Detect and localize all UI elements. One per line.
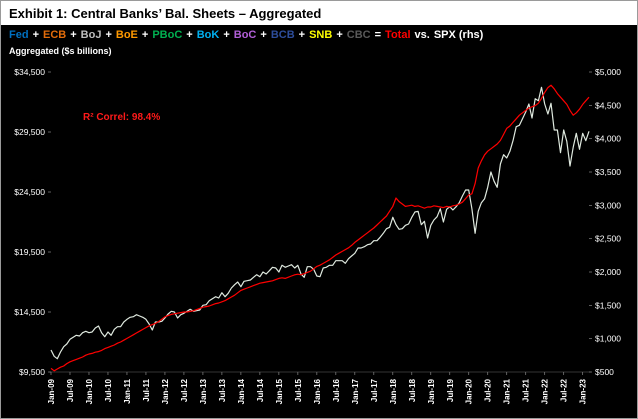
x-axis-tick-label: Jan-13 xyxy=(199,378,208,404)
x-axis-tick-label: Jul-17 xyxy=(370,378,379,402)
legend-item-vs: vs. xyxy=(414,29,430,41)
legend-item-boe: BoE xyxy=(115,29,138,41)
x-axis-tick-label: Jan-17 xyxy=(351,378,360,404)
legend: Fed + ECB + BoJ + BoE + PBoC + BoK + BoC + BCB + SNB + CBC… xyxy=(1,25,637,43)
right-axis-tick-label: $500 xyxy=(595,367,614,377)
left-axis-tick-label: $29,500 xyxy=(14,127,45,137)
series-line-spx xyxy=(50,86,590,360)
series-line-total xyxy=(50,84,590,372)
x-axis-tick-label: Jan-10 xyxy=(85,378,94,404)
x-axis-tick-label: Jan-11 xyxy=(123,378,132,403)
x-axis-tick-label: Jan-22 xyxy=(541,378,550,404)
legend-item-cbc: CBC xyxy=(346,29,371,41)
left-axis-tick-label: $9,500 xyxy=(19,367,45,377)
legend-item-plus-7: + xyxy=(260,29,267,41)
left-axis-tick-label: $24,500 xyxy=(14,187,45,197)
x-axis-tick-label: Jan-23 xyxy=(579,378,588,404)
legend-item-equals: = xyxy=(374,29,382,41)
x-axis-tick-label: Jan-09 xyxy=(47,378,56,404)
legend-item-boc: BoC xyxy=(233,29,257,41)
x-axis-tick-label: Jul-13 xyxy=(218,378,227,402)
x-axis-tick-label: Jul-12 xyxy=(180,378,189,402)
legend-item-plus-9: + xyxy=(336,29,343,41)
line-chart: $9,500 $14,500 $19,500 $24,500 $29,500 $34,50… xyxy=(14,67,621,404)
legend-item-pboc: PBoC xyxy=(152,29,183,41)
x-axis-tick-label: Jan-15 xyxy=(275,378,284,404)
legend-item-snb: SNB xyxy=(309,29,333,41)
legend-item-plus-3: + xyxy=(105,29,112,41)
legend-item-plus-2: + xyxy=(70,29,77,41)
right-axis-tick-label: $4,000 xyxy=(595,134,621,144)
x-axis-tick-label: Jul-11 xyxy=(142,378,151,401)
x-axis-tick-label: Jul-22 xyxy=(560,378,569,402)
legend-item-boj: BoJ xyxy=(80,29,102,41)
legend-item-spx: SPX (rhs) xyxy=(433,29,484,41)
x-axis-tick-label: Jul-20 xyxy=(484,378,493,402)
x-axis-tick-label: Jan-12 xyxy=(161,378,170,404)
left-axis-tick-label: $34,500 xyxy=(14,67,45,77)
legend-item-plus-4: + xyxy=(141,29,149,41)
x-axis-tick-label: Jul-21 xyxy=(522,378,531,402)
right-axis-tick-label: $2,000 xyxy=(595,267,621,277)
right-axis-tick-label: $5,000 xyxy=(595,67,621,77)
x-axis-tick-label: Jul-15 xyxy=(294,378,303,402)
x-axis-tick-label: Jul-18 xyxy=(408,378,417,402)
left-axis-tick-label: $19,500 xyxy=(14,247,45,257)
legend-item-plus-1: + xyxy=(32,29,39,41)
legend-item-total: Total xyxy=(385,29,411,41)
left-axis-tick-label: $14,500 xyxy=(14,307,45,317)
x-axis-tick-label: Jul-14 xyxy=(256,378,265,402)
x-axis-tick-label: Jan-19 xyxy=(427,378,436,404)
x-axis-tick-label: Jan-20 xyxy=(465,378,474,404)
x-axis-tick-label: Jul-16 xyxy=(332,378,341,402)
x-axis-tick-label: Jan-21 xyxy=(503,378,512,404)
right-axis-tick-label: $3,000 xyxy=(595,200,621,210)
right-axis-tick-label: $4,500 xyxy=(595,100,621,110)
right-axis-tick-label: $1,000 xyxy=(595,334,621,344)
legend-item-plus-5: + xyxy=(186,29,193,41)
legend-item-bok: BoK xyxy=(196,29,220,41)
legend-item-plus-6: + xyxy=(223,29,230,41)
x-axis-tick-label: Jul-09 xyxy=(66,378,75,402)
legend-item-bcb: BCB xyxy=(270,29,295,41)
right-axis-tick-label: $1,500 xyxy=(595,300,621,310)
x-axis-tick-label: Jul-19 xyxy=(446,378,455,402)
legend-item-plus-8: + xyxy=(298,29,306,41)
x-axis-tick-label: Jan-16 xyxy=(313,378,322,404)
page-title: Exhibit 1: Central Banks’ Bal. Sheets – … xyxy=(1,1,637,25)
x-axis-tick-label: Jul-10 xyxy=(104,378,113,402)
x-axis-tick-label: Jan-14 xyxy=(237,378,246,404)
right-axis-tick-label: $2,500 xyxy=(595,234,621,244)
x-axis-tick-label: Jan-18 xyxy=(389,378,398,404)
legend-item-fed: Fed xyxy=(9,29,29,41)
legend-item-ecb: ECB xyxy=(43,29,67,41)
right-axis-tick-label: $3,500 xyxy=(595,167,621,177)
r2-correlation-label: R² Correl: 98.4% xyxy=(83,112,160,123)
axis-units-label: Aggregated ($s billions) xyxy=(9,46,112,56)
